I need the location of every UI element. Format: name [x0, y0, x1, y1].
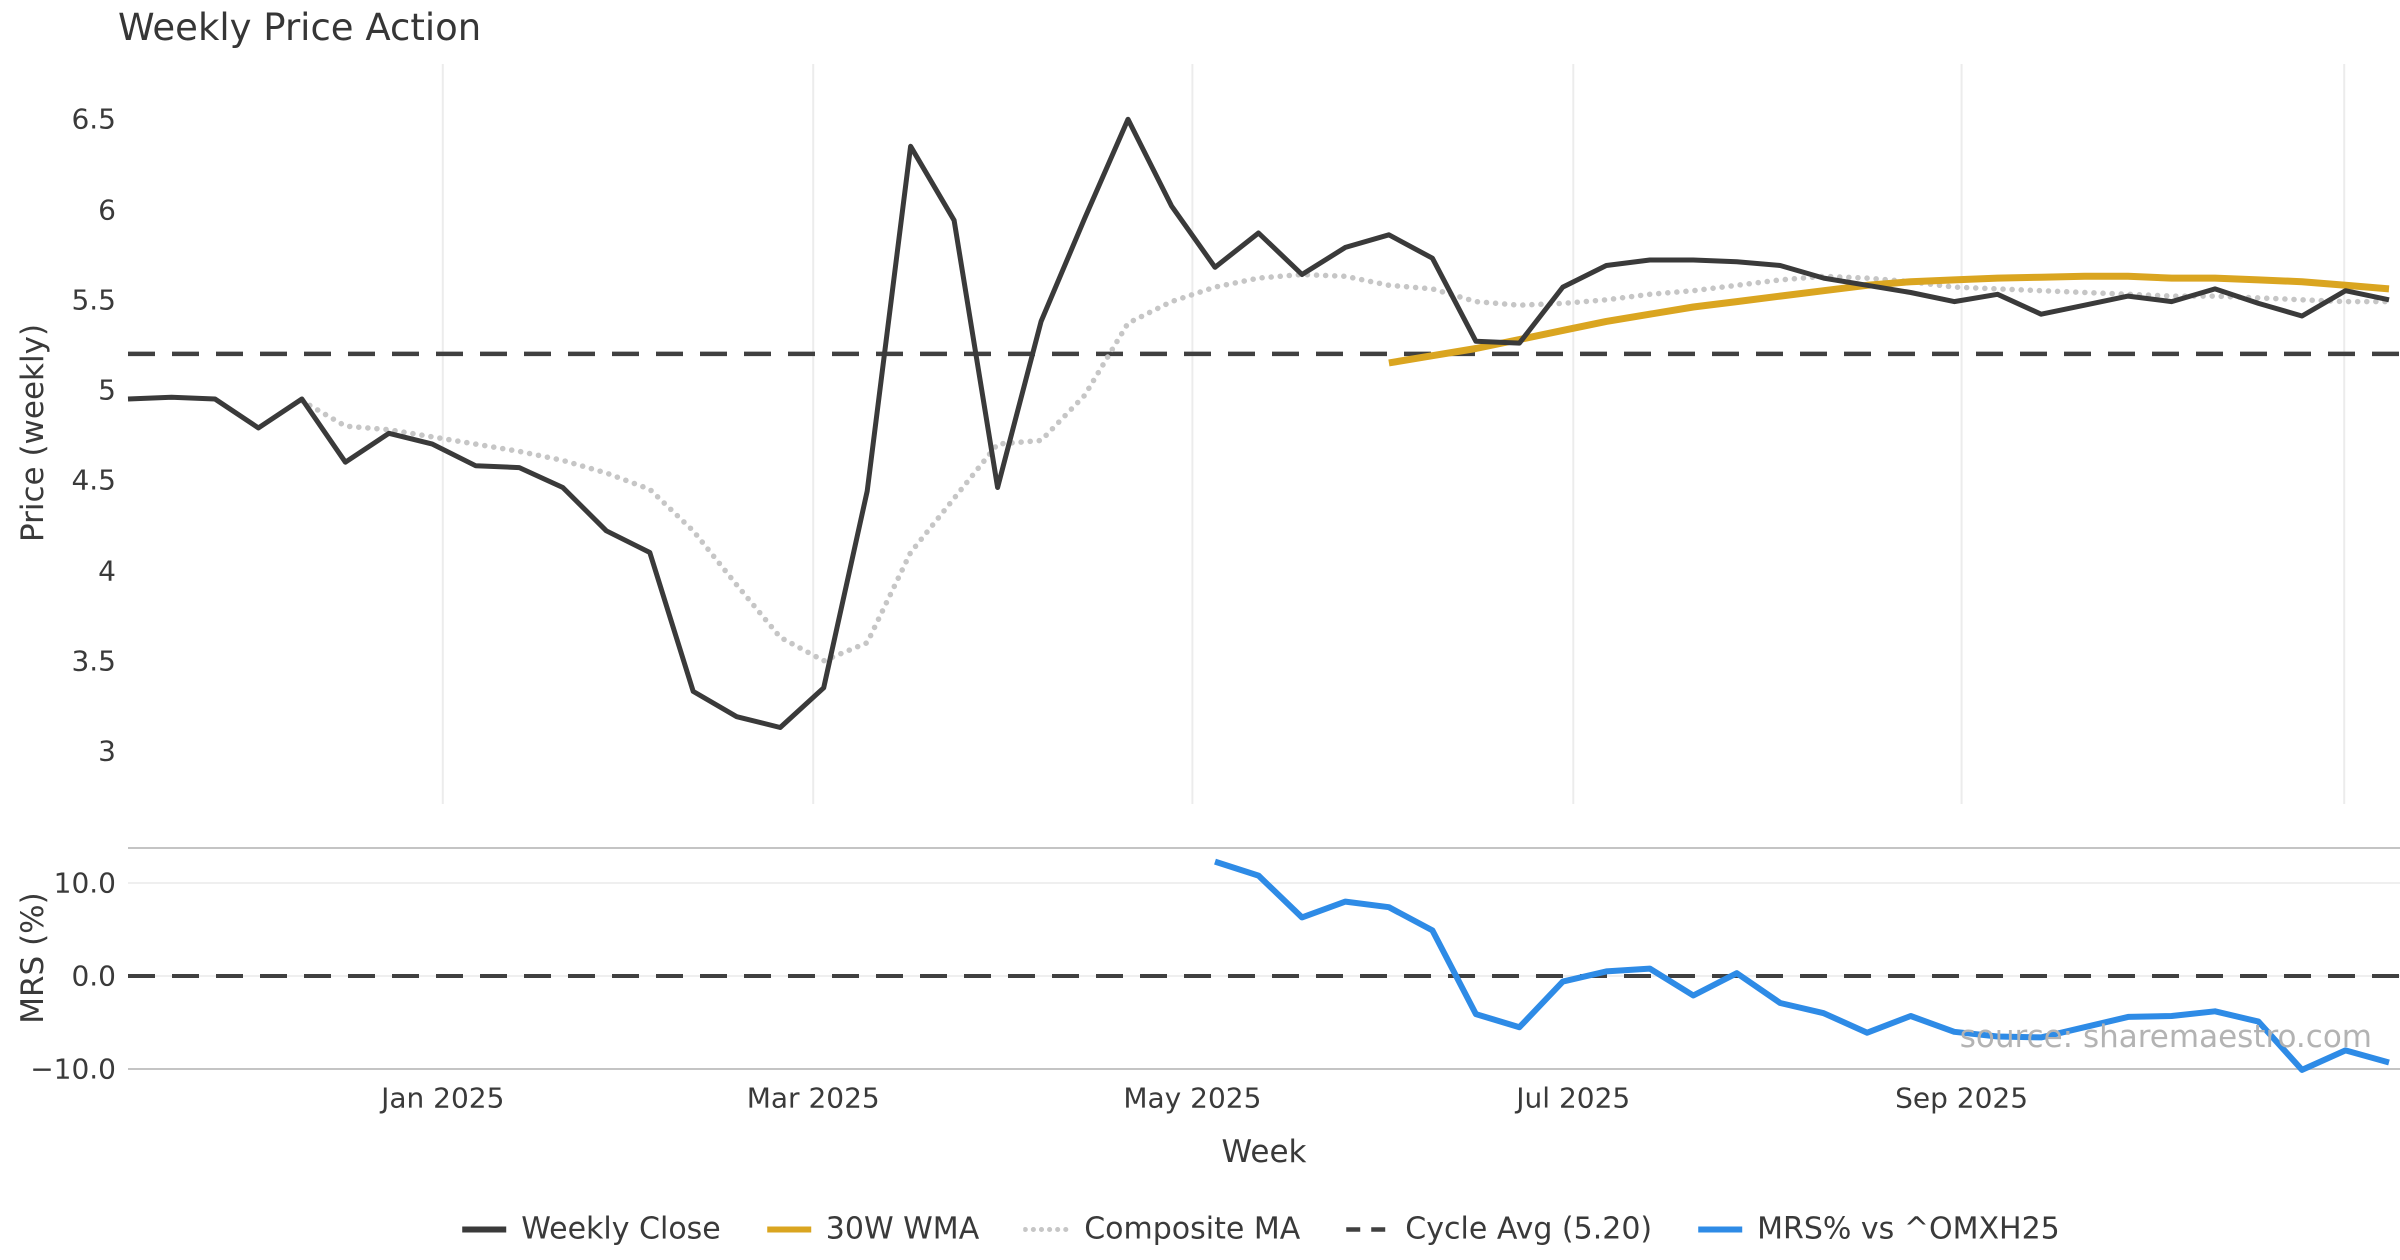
legend-label: 30W WMA — [825, 1211, 980, 1247]
mrs-ytick: 10.0 — [53, 866, 116, 900]
legend-label: Composite MA — [1084, 1211, 1301, 1247]
x-tick: Mar 2025 — [746, 1081, 880, 1115]
x-tick: May 2025 — [1123, 1081, 1262, 1115]
price-ytick: 4 — [98, 554, 116, 587]
legend: Weekly Close 30W WMA Composite MA Cycle … — [460, 1212, 2060, 1247]
series-composite-ma — [299, 271, 2392, 664]
legend-label: Weekly Close — [521, 1211, 721, 1247]
mrs-axis-label: MRS (%) — [15, 892, 51, 1024]
x-tick: Jul 2025 — [1516, 1081, 1631, 1115]
chart-title: Weekly Price Action — [118, 6, 482, 49]
series-30w-wma — [1388, 272, 2390, 367]
x-tick: Jan 2025 — [381, 1081, 505, 1115]
legend-item-weekly-close: Weekly Close — [460, 1212, 721, 1247]
line-swatch-icon — [1698, 1226, 1743, 1232]
price-ytick: 4.5 — [71, 463, 116, 497]
legend-label: Cycle Avg (5.20) — [1405, 1211, 1653, 1247]
legend-item-composite-ma: Composite MA — [1023, 1212, 1300, 1247]
legend-label: MRS% vs ^OMXH25 — [1757, 1211, 2060, 1247]
line-swatch-icon — [462, 1226, 507, 1232]
watermark: source: sharemaestro.com — [1959, 1019, 2372, 1055]
price-ytick: 3 — [98, 734, 116, 768]
line-swatch-icon — [766, 1226, 811, 1232]
legend-item-cycle-avg: Cycle Avg (5.20) — [1344, 1212, 1652, 1247]
price-ytick: 5.5 — [71, 283, 116, 317]
dotted-swatch-icon — [1023, 1226, 1072, 1232]
price-ytick: 6 — [98, 193, 116, 226]
price-ytick: 3.5 — [71, 644, 116, 678]
mrs-ytick: −10.0 — [30, 1052, 116, 1086]
x-axis-label: Week — [1221, 1134, 1307, 1170]
legend-item-mrs: MRS% vs ^OMXH25 — [1696, 1212, 2060, 1247]
series-weekly-close — [127, 116, 2390, 730]
series-mrs-vs-omxh25 — [1214, 858, 2390, 1073]
legend-item-30w-wma: 30W WMA — [765, 1212, 979, 1247]
price-axis-label: Price (weekly) — [15, 323, 51, 543]
x-tick: Sep 2025 — [1895, 1081, 2029, 1115]
mrs-ytick: 0.0 — [71, 959, 116, 993]
price-ytick: 5 — [98, 373, 116, 407]
price-ytick: 6.5 — [71, 102, 116, 136]
dashed-swatch-icon — [1346, 1226, 1391, 1232]
